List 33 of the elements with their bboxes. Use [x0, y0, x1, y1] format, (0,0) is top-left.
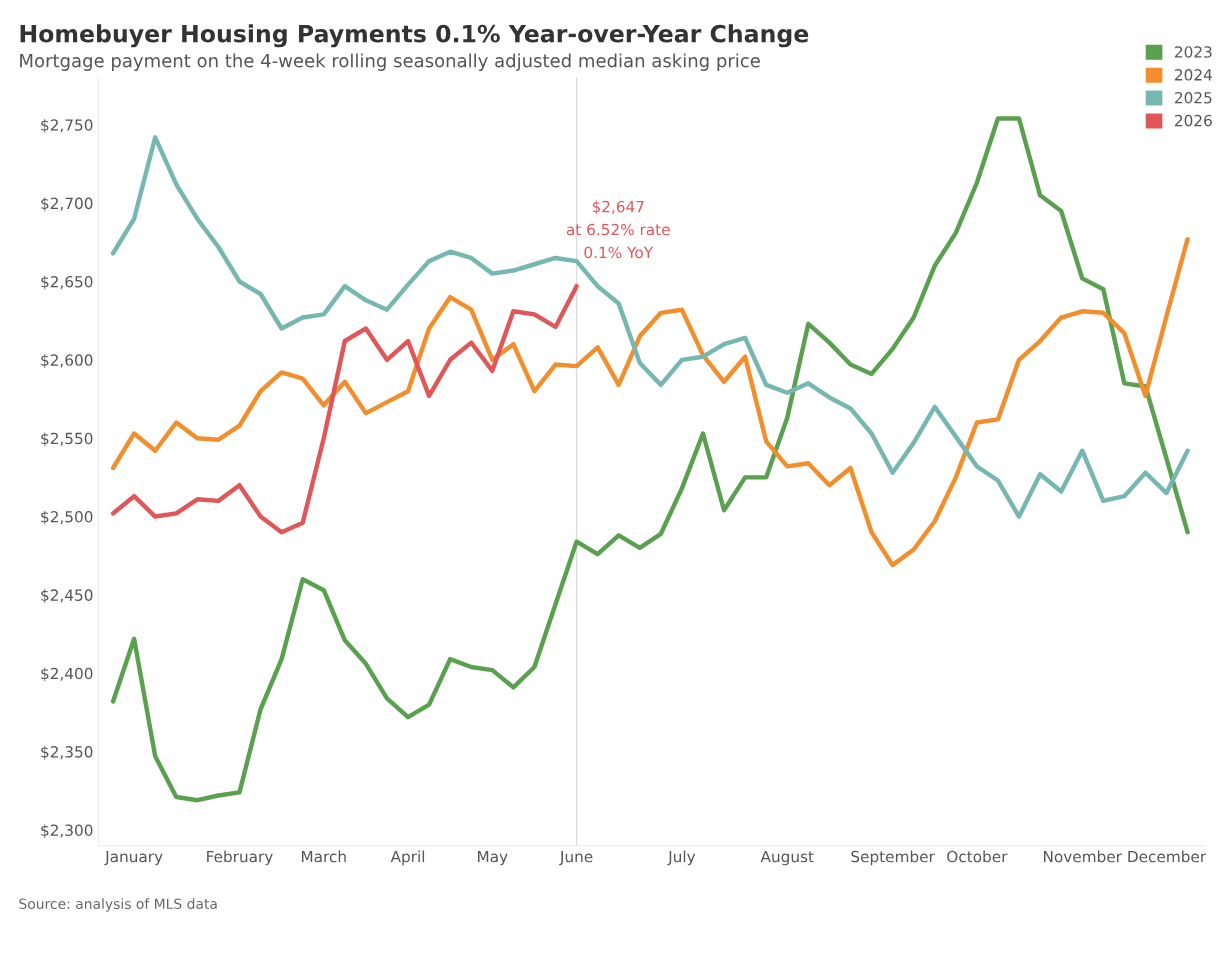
y-tick-label: $2,450 — [41, 589, 93, 603]
x-tick-label: December — [1128, 850, 1207, 863]
annotation: $2,647 at 6.52% rate 0.1% YoY — [566, 200, 670, 259]
line-series — [110, 135, 1190, 519]
y-tick-label: $2,300 — [41, 824, 93, 839]
x-tick-label: January — [104, 850, 163, 866]
x-tick-label: November — [1043, 850, 1122, 863]
x-tick-label: September — [851, 850, 935, 866]
x-tick-label: February — [207, 850, 273, 866]
line-series — [110, 236, 1190, 568]
x-tick-label: June — [559, 850, 593, 866]
legend-label: 2026 — [1175, 114, 1212, 127]
x-tick-label: July — [667, 850, 696, 866]
line-series — [110, 283, 579, 535]
x-tick-label: August — [760, 850, 814, 866]
y-tick-label: $2,550 — [41, 432, 93, 447]
x-tick-label: May — [478, 850, 508, 866]
y-tick-label: $2,650 — [41, 275, 93, 290]
y-tick-label: $2,350 — [41, 745, 93, 760]
chart-title: Homebuyer Housing Payments 0.1% Year-over-Year Change — [20, 24, 809, 48]
legend-label: 2023 — [1175, 46, 1212, 58]
y-tick-label: $2,400 — [41, 667, 93, 682]
y-tick-label: $2,750 — [41, 118, 93, 133]
source-note: Source: analysis of MLS data — [19, 898, 217, 912]
legend-label: 2025 — [1175, 91, 1212, 104]
y-tick-label: $2,600 — [41, 354, 93, 368]
x-tick-label: March — [301, 850, 346, 863]
x-tick-label: October — [947, 850, 1008, 863]
y-tick-label: $2,700 — [41, 197, 93, 212]
chart-subtitle: Mortgage payment on the 4-week rolling seasonally adjusted median asking price — [20, 53, 760, 71]
y-tick-label: $2,500 — [41, 510, 93, 525]
legend-label: 2024 — [1175, 69, 1212, 81]
x-tick-label: April — [390, 850, 425, 866]
